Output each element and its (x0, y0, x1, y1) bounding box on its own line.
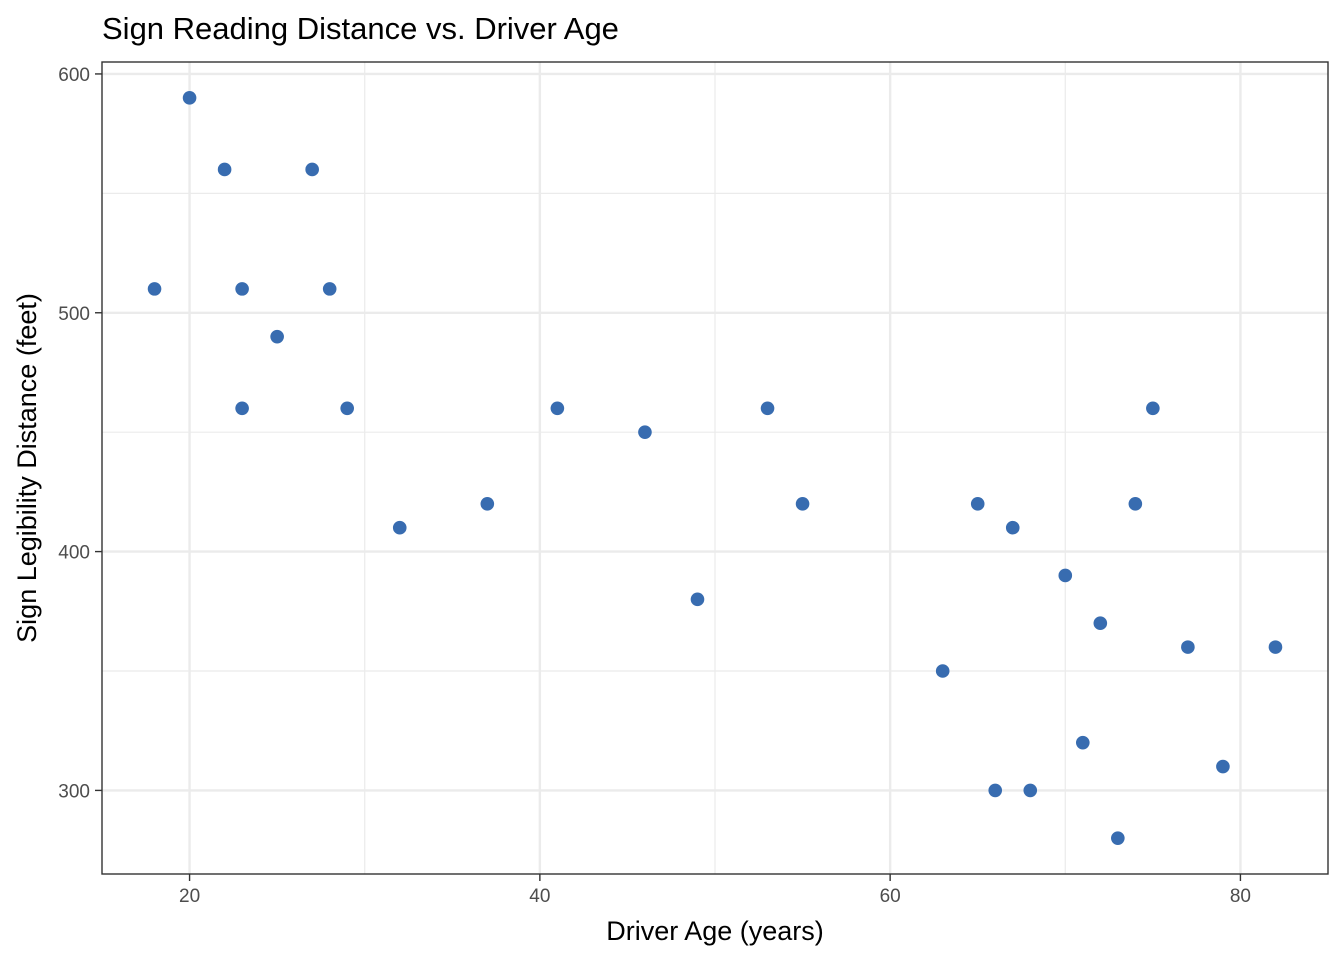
data-point (1181, 640, 1195, 654)
chart-title: Sign Reading Distance vs. Driver Age (102, 11, 619, 46)
data-point (1128, 497, 1143, 511)
data-point (795, 497, 810, 511)
x-axis-title: Driver Age (years) (606, 916, 824, 946)
data-points (147, 91, 1283, 845)
data-point (217, 162, 232, 177)
x-tick-label: 60 (880, 886, 901, 907)
data-point (182, 91, 197, 105)
data-point (270, 329, 284, 344)
data-point (638, 425, 652, 439)
data-point (305, 162, 319, 177)
x-tick-label: 80 (1230, 886, 1251, 907)
x-tick-label: 20 (179, 886, 200, 907)
data-point (480, 497, 495, 511)
data-point (550, 401, 565, 416)
data-point (1268, 640, 1283, 654)
axis-ticks (95, 73, 1242, 881)
data-point (1111, 831, 1125, 845)
data-point (988, 783, 1003, 798)
data-point (392, 520, 407, 535)
data-point (340, 401, 355, 416)
y-tick-label: 500 (58, 304, 90, 325)
data-point (1005, 520, 1020, 535)
data-point (322, 282, 337, 296)
data-point (1216, 759, 1230, 774)
data-point (760, 401, 775, 416)
data-point (1076, 735, 1090, 750)
y-tick-label: 600 (58, 65, 90, 86)
y-tick-label: 300 (58, 781, 90, 802)
data-point (235, 401, 249, 416)
data-point (147, 282, 162, 296)
axis-tick-labels: 20 40 60 80 300 400 500 600 (58, 65, 1251, 907)
x-tick-label: 40 (529, 886, 550, 907)
data-point (1093, 616, 1108, 631)
y-axis-title: Sign Legibility Distance (feet) (12, 293, 42, 643)
data-point (1058, 568, 1073, 583)
data-point (235, 282, 249, 296)
grid (102, 62, 1328, 874)
data-point (970, 497, 985, 511)
data-point (690, 592, 705, 607)
y-tick-label: 400 (58, 543, 90, 564)
data-point (1023, 783, 1038, 798)
data-point (935, 664, 950, 678)
plot-panel-border (101, 61, 1329, 875)
data-point (1146, 401, 1160, 416)
